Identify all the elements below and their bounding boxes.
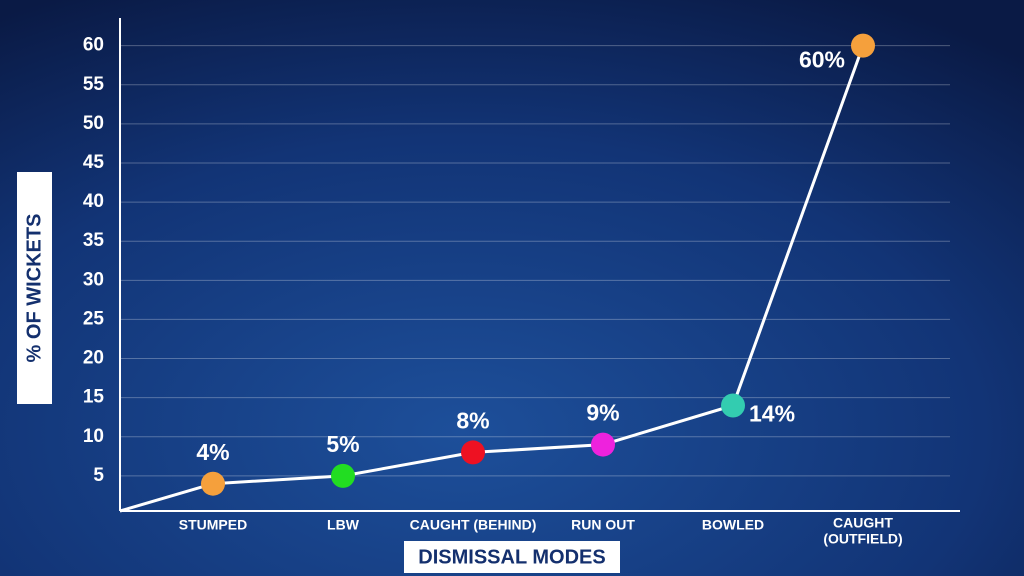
data-point: [331, 463, 355, 488]
data-point: [591, 432, 615, 457]
y-tick-label: 50: [83, 113, 104, 134]
data-point: [201, 471, 225, 496]
x-tick-label: CAUGHT: [833, 515, 893, 531]
value-label: 8%: [456, 407, 489, 433]
x-tick-label: RUN OUT: [571, 517, 635, 533]
x-tick-label: BOWLED: [702, 517, 764, 533]
y-tick-label: 45: [83, 152, 105, 173]
y-title-box: [17, 172, 52, 404]
y-tick-label: 60: [83, 35, 104, 56]
x-title-box: [404, 541, 620, 573]
y-tick-label: 20: [83, 348, 104, 369]
x-tick-label: CAUGHT (BEHIND): [410, 517, 537, 533]
lead-line: [119, 482, 214, 513]
y-tick-label: 35: [83, 230, 105, 251]
data-point: [461, 440, 485, 465]
y-axis-title: % OF WICKETS: [23, 214, 45, 363]
y-tick-label: 15: [83, 387, 105, 408]
data-point: [851, 33, 875, 58]
data-line: [212, 45, 865, 486]
x-tick-label: STUMPED: [179, 517, 247, 533]
data-point: [721, 393, 745, 418]
y-tick-label: 25: [83, 308, 105, 329]
y-tick-label: 55: [83, 74, 105, 95]
y-tick-label: 5: [93, 465, 104, 486]
y-tick-label: 40: [83, 191, 104, 212]
x-tick-label: LBW: [327, 517, 360, 533]
x-axis-title: DISMISSAL MODES: [418, 546, 605, 568]
y-tick-label: 30: [83, 269, 104, 290]
value-label: 4%: [196, 439, 229, 465]
value-label: 14%: [749, 401, 795, 427]
y-tick-label: 10: [83, 426, 104, 447]
x-tick-label: (OUTFIELD): [823, 531, 902, 547]
value-label: 5%: [326, 431, 359, 457]
value-label: 9%: [586, 400, 619, 426]
value-label: 60%: [799, 47, 845, 73]
